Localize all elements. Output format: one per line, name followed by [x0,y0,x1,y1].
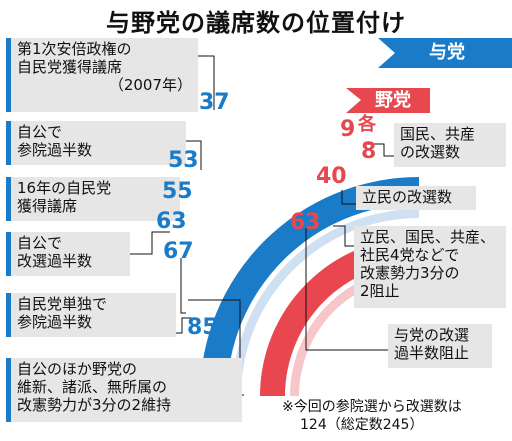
label-line: 国民、共産 [400,125,476,143]
label-line: 2阻止 [360,282,400,300]
value-53: 53 [168,148,199,173]
label-line: 立民、国民、共産、 [360,228,496,246]
label-line: 参院過半数 [17,141,93,159]
footnote: ※今回の参院選から改選数は 124（総定数245） [282,398,508,434]
page-title: 与野党の議席数の位置付け [106,9,406,37]
label-box-2016: 16年の自民党 獲得議席 [6,177,180,221]
value-9: 9 [340,117,356,142]
label-line: （2007年） [108,76,192,94]
value-8: 8 [361,139,377,164]
label-line: 改選過半数 [17,252,93,270]
label-line: の改選数 [400,143,461,161]
label-box-jiko-renewal: 自公で 改選過半数 [6,232,130,276]
value-37: 37 [199,90,230,115]
footnote-line: 124（総定数245） [300,417,424,433]
value-40: 40 [316,164,347,189]
label-line: 獲得議席 [17,197,78,215]
label-line: 過半数阻止 [394,344,470,362]
legend-ruling: 与党 [429,42,465,63]
label-box-ldp-alone: 自民党単独で 参院過半数 [6,293,176,337]
label-line: 参院過半数 [17,313,93,331]
label-line: 自民党単独で [17,295,108,313]
value-67: 67 [163,239,194,264]
label-line: 自公で [17,234,63,252]
value-85: 85 [187,315,218,340]
each-mark: 各 [358,114,376,135]
label-box-block-majority: 与党の改選 過半数阻止 [388,324,492,368]
legend-opposition: 野党 [375,90,411,111]
label-line: 自公のほか野党の [17,360,138,378]
label-box-constitution: 自公のほか野党の 維新、諸派、無所属の 改憲勢力が3分の2維持 [6,358,242,422]
label-line: 第1次安倍政権の [17,40,132,58]
label-box-kokumin-kyosan: 国民、共産 の改選数 [394,123,506,167]
label-line: 改憲勢力が3分の2維持 [17,396,172,414]
label-box-jiko-majority: 自公で 参院過半数 [6,121,186,165]
value-63: 63 [156,209,187,234]
label-box-block-two-thirds: 立民、国民、共産、 社民4党などで 改憲勢力3分の 2阻止 [354,226,506,308]
label-line: 自民党獲得議席 [17,58,123,76]
label-line: 維新、諸派、無所属の [17,378,168,396]
label-line: 16年の自民党 [17,179,112,197]
label-line: 自公で [17,123,63,141]
label-box-rikken: 立民の改選数 [356,186,476,210]
label-line: 社民4党などで [360,246,460,264]
value-63-opposition: 63 [290,210,321,235]
opposition-tag-shape [346,88,430,113]
ruling-tag-shape [378,38,512,68]
value-55: 55 [162,179,193,204]
label-line: 与党の改選 [394,326,470,344]
label-line: 改憲勢力3分の [360,264,460,282]
label-box-2007: 第1次安倍政権の 自民党獲得議席 （2007年） [6,38,198,112]
label-line: 立民の改選数 [362,188,453,206]
footnote-line: ※今回の参院選から改選数は [282,399,462,415]
